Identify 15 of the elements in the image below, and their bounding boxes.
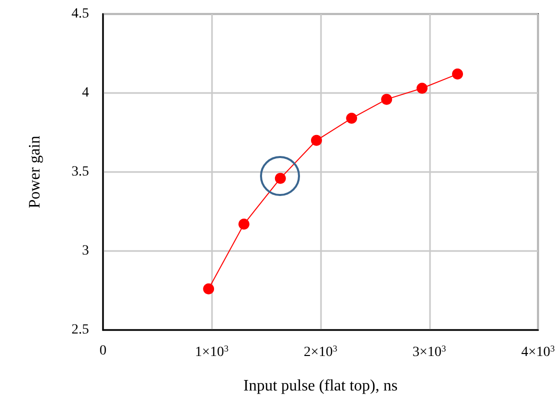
- y-tick-label: 4: [82, 86, 89, 100]
- y-tick-label: 2.5: [72, 322, 89, 338]
- point: [238, 218, 250, 230]
- y-tick-label: 4.5: [72, 6, 89, 22]
- point: [381, 94, 392, 105]
- x-tick-label: 0: [100, 344, 106, 358]
- x-axis-title: Input pulse (flat top), ns: [243, 378, 398, 394]
- y-axis-title: Power gain: [26, 136, 44, 208]
- point: [452, 68, 464, 80]
- point: [346, 112, 358, 124]
- point: [310, 134, 322, 146]
- y-tick-label: 3.5: [72, 164, 89, 180]
- point: [416, 82, 428, 94]
- point: [203, 283, 214, 294]
- y-tick-label: 3: [82, 244, 89, 258]
